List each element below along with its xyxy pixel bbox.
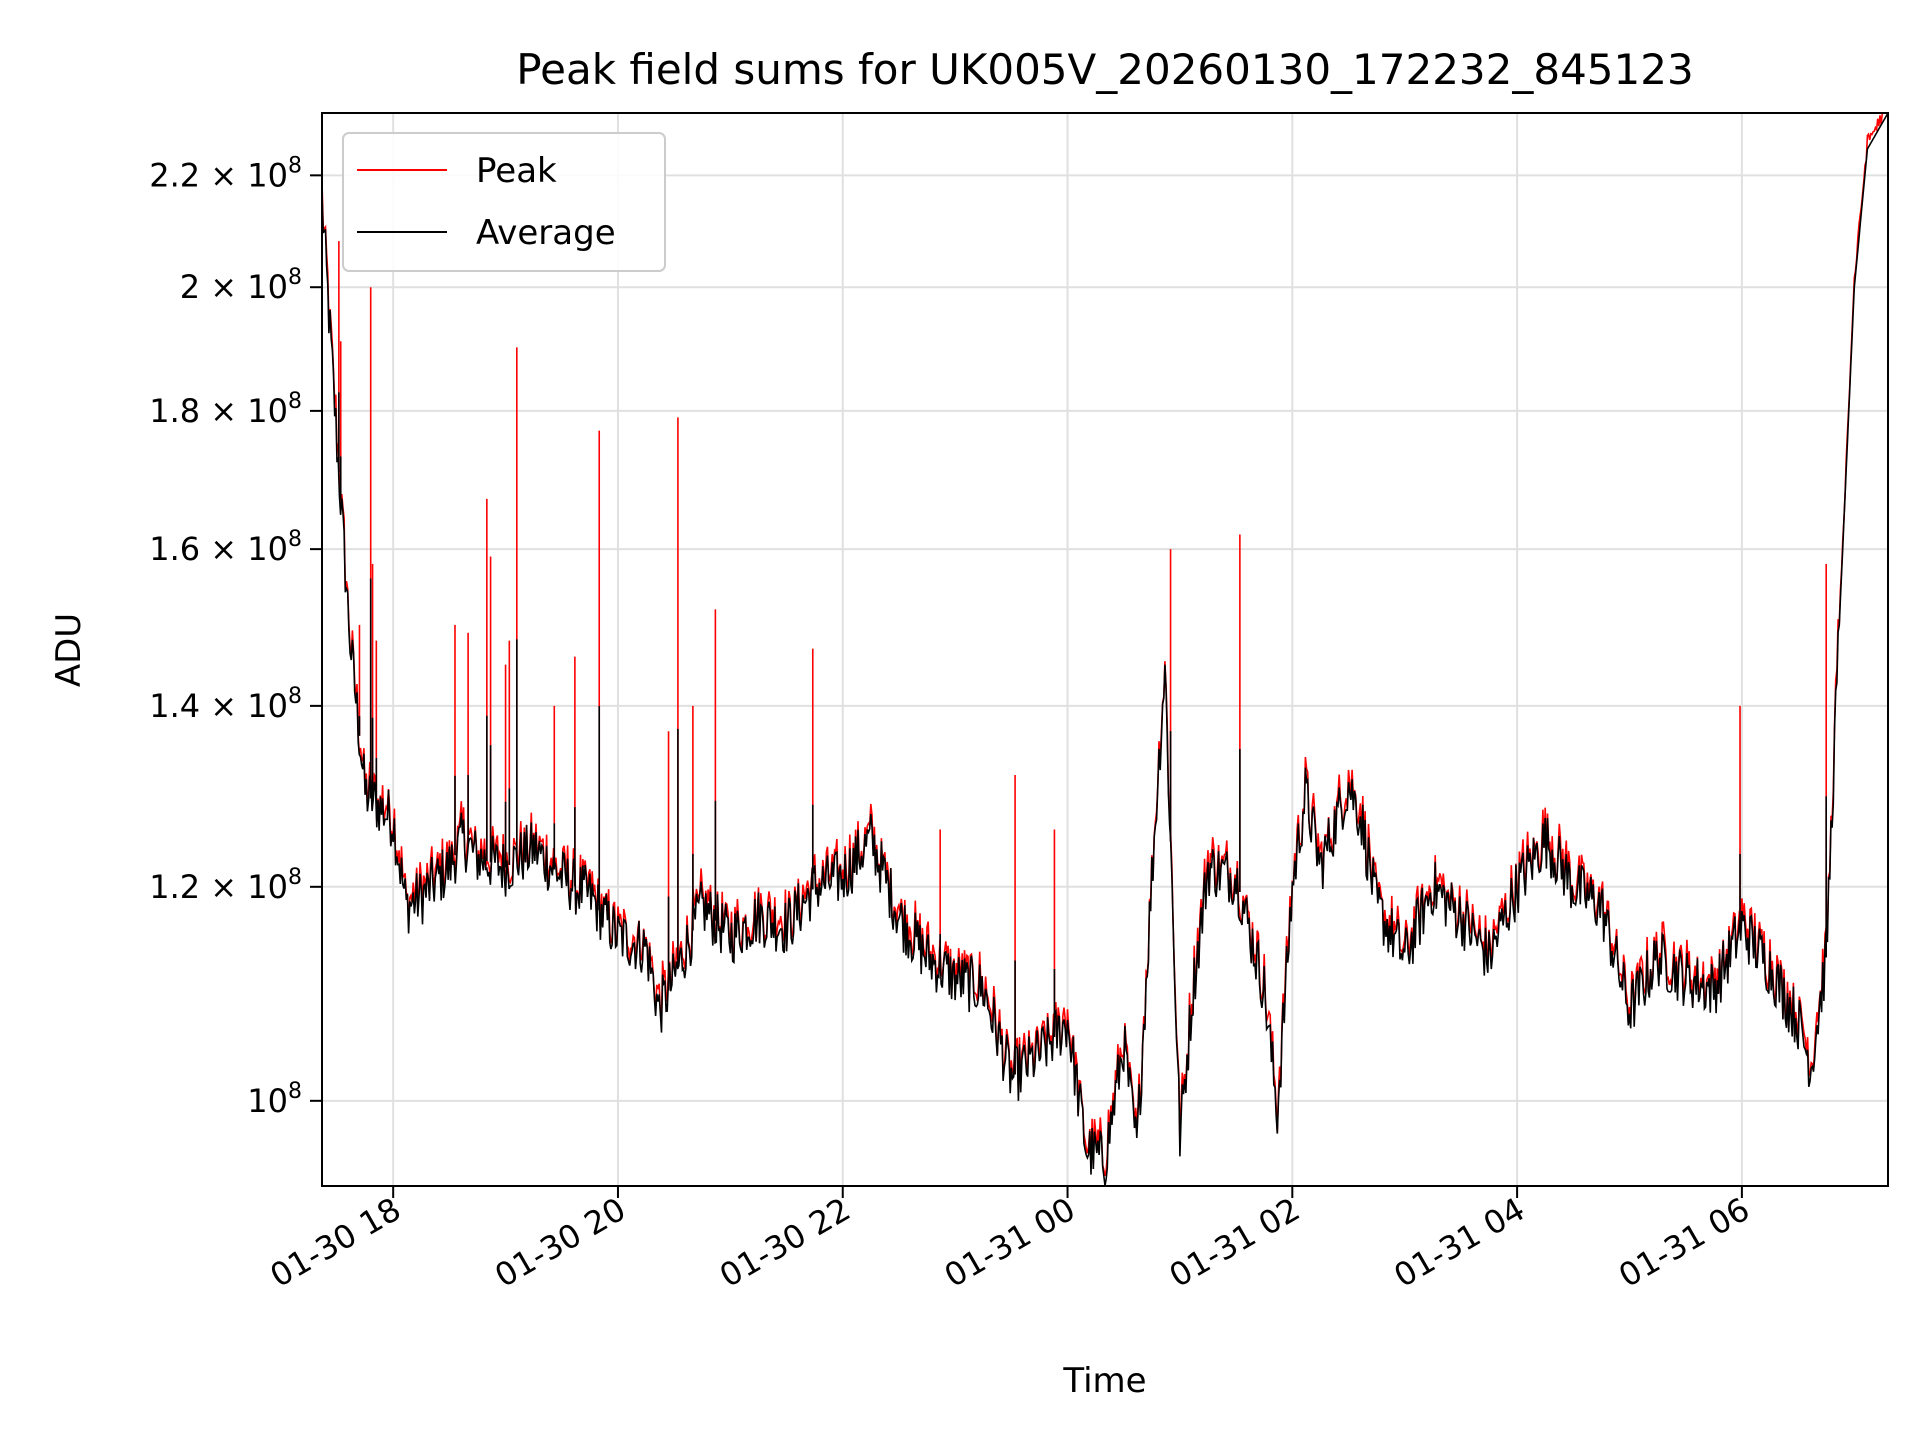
y-axis-label: ADU bbox=[49, 613, 89, 687]
x-tick-label: 01-31 04 bbox=[1388, 1190, 1532, 1295]
legend-label-average: Average bbox=[476, 213, 616, 253]
x-tick-label: 01-30 18 bbox=[264, 1190, 408, 1295]
legend-box bbox=[342, 132, 666, 272]
y-tick-exp: 8 bbox=[288, 265, 302, 290]
y-tick-base: 1.8 × 10 bbox=[149, 392, 288, 430]
y-tick-base: 10 bbox=[247, 1082, 288, 1120]
y-tick-base: 2 × 10 bbox=[180, 268, 288, 306]
grid bbox=[322, 113, 1888, 1186]
chart-title: Peak field sums for UK005V_20260130_1722… bbox=[516, 45, 1693, 94]
x-tick-label: 01-31 06 bbox=[1612, 1190, 1756, 1295]
y-tick-label: 1.8 × 108 bbox=[149, 389, 302, 430]
y-tick-exp: 8 bbox=[288, 865, 302, 890]
y-tick-exp: 8 bbox=[288, 684, 302, 709]
legend: Peak Average bbox=[342, 132, 666, 272]
y-tick-base: 2.2 × 10 bbox=[149, 156, 288, 194]
y-tick-label: 2 × 108 bbox=[180, 265, 302, 306]
x-axis-label: Time bbox=[1062, 1361, 1146, 1401]
y-tick-label: 1.2 × 108 bbox=[149, 865, 302, 906]
y-tick-label: 2.2 × 108 bbox=[149, 153, 302, 194]
x-tick-label: 01-30 20 bbox=[488, 1190, 632, 1295]
y-tick-exp: 8 bbox=[288, 153, 302, 178]
y-tick-label: 1.4 × 108 bbox=[149, 684, 302, 725]
y-tick-exp: 8 bbox=[288, 1079, 302, 1104]
x-axis: 01-30 18 01-30 20 01-30 22 01-31 00 01-31 02… bbox=[264, 1186, 1756, 1295]
y-tick-label: 1.6 × 108 bbox=[149, 527, 302, 568]
y-tick-base: 1.6 × 10 bbox=[149, 530, 288, 568]
y-tick-exp: 8 bbox=[288, 527, 302, 552]
series-line-average bbox=[322, 113, 1888, 1186]
plot-frame bbox=[321, 112, 1889, 1187]
y-tick-base: 1.4 × 10 bbox=[149, 687, 288, 725]
series-line-peak bbox=[322, 113, 1884, 1176]
legend-label-peak: Peak bbox=[476, 151, 557, 191]
x-tick-label: 01-31 00 bbox=[938, 1190, 1082, 1295]
y-tick-base: 1.2 × 10 bbox=[149, 868, 288, 906]
y-tick-label: 108 bbox=[247, 1079, 302, 1120]
x-tick-label: 01-30 22 bbox=[713, 1190, 857, 1295]
x-tick-label: 01-31 02 bbox=[1163, 1190, 1307, 1295]
y-tick-exp: 8 bbox=[288, 389, 302, 414]
